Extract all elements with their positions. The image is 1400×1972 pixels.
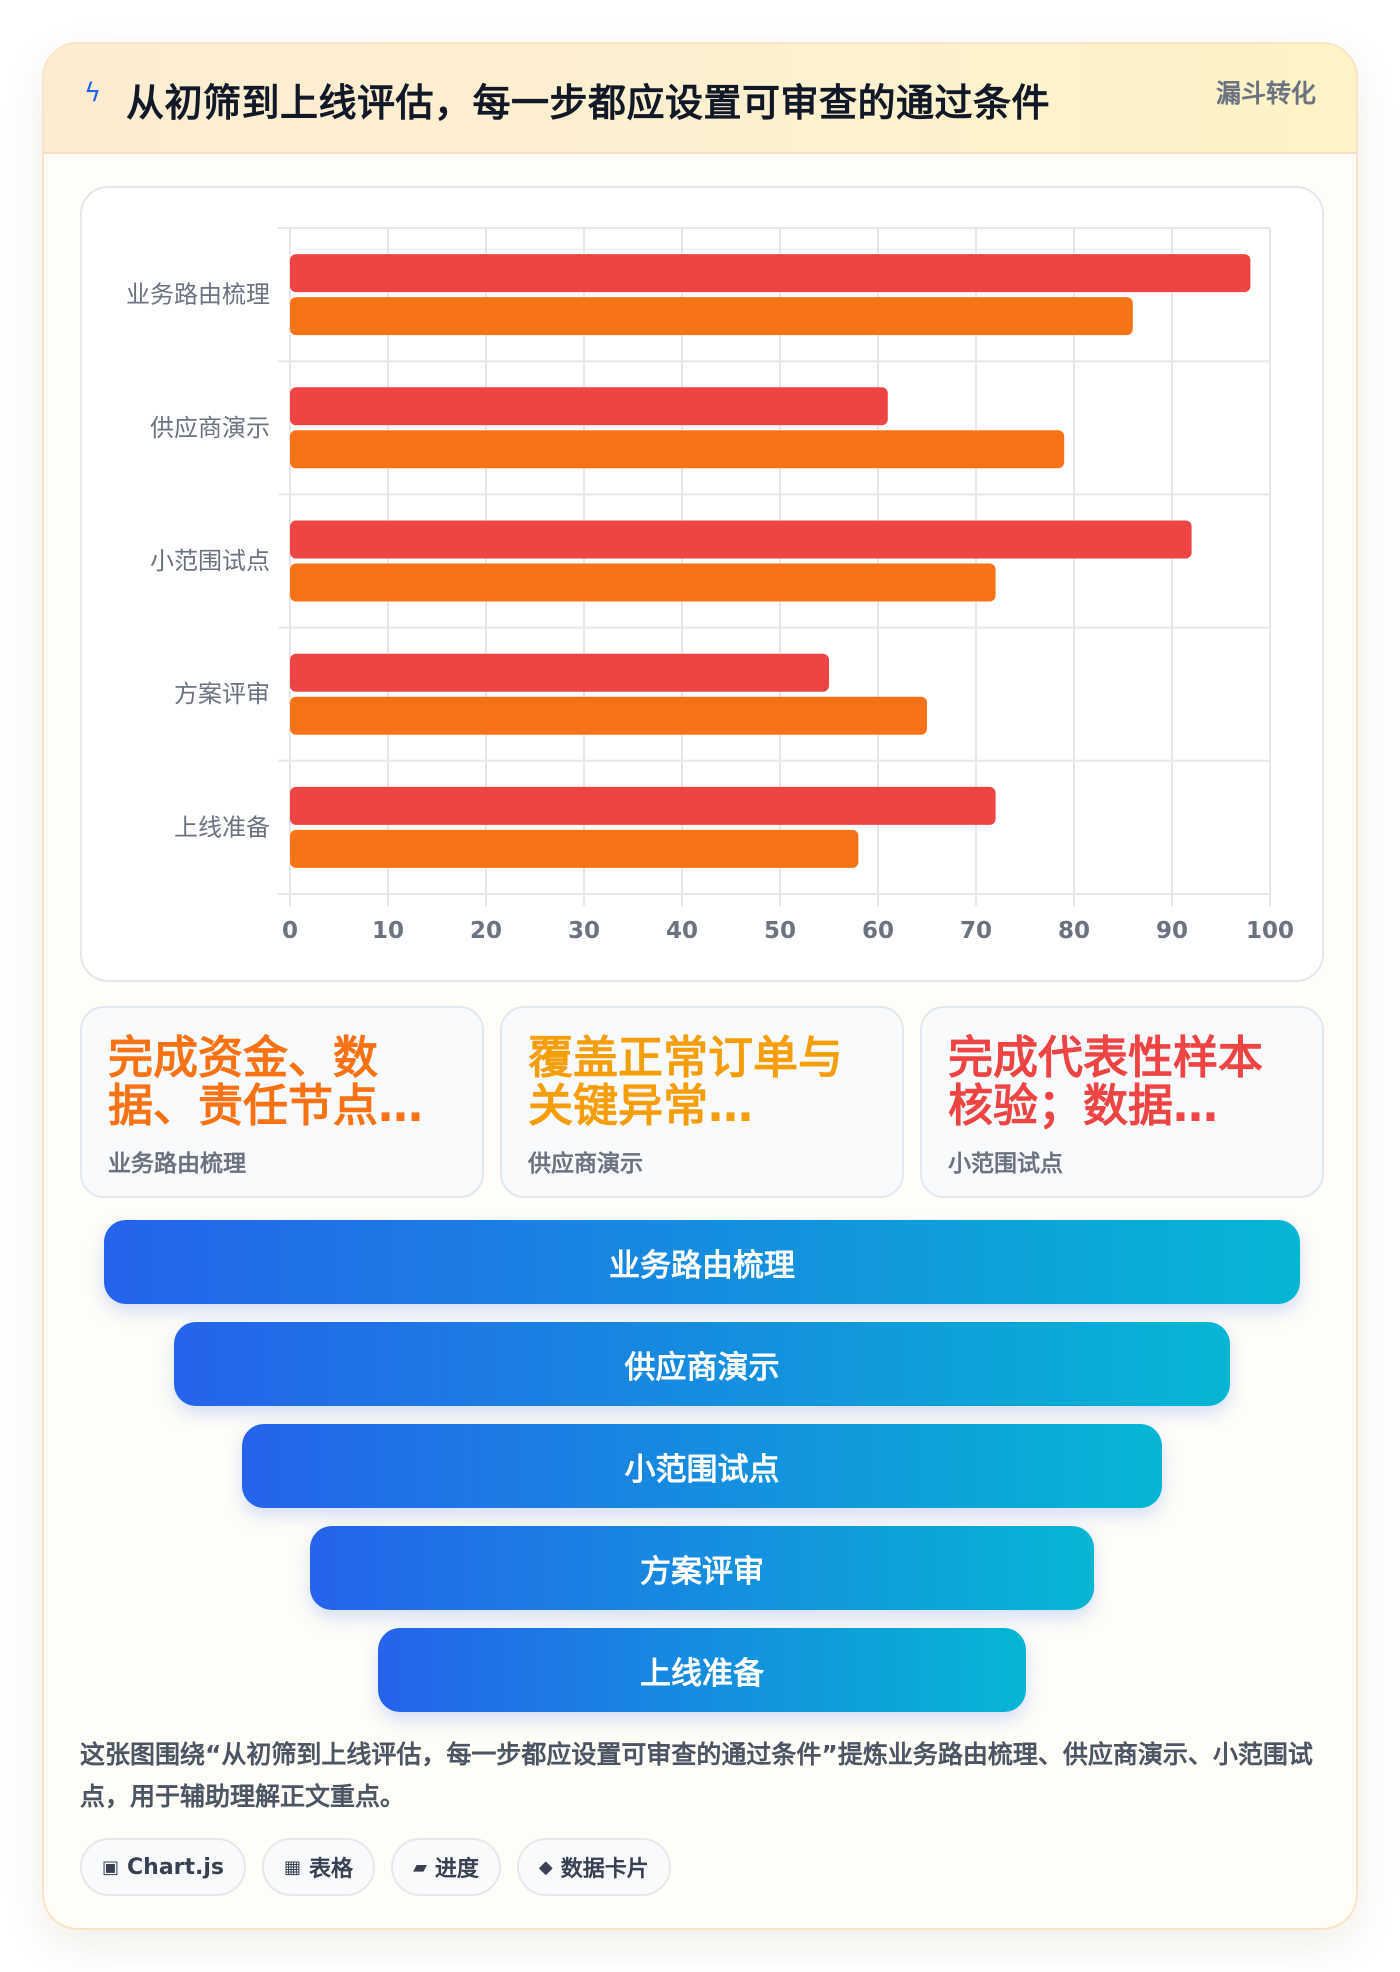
x-tick-label: 50 (764, 918, 796, 944)
funnel-stage-3: 小范围试点 (242, 1424, 1162, 1508)
x-tick-label: 0 (282, 918, 298, 944)
x-tick-label: 90 (1156, 918, 1188, 944)
funnel-stage-label: 小范围试点 (624, 1451, 780, 1488)
bar-chart-panel: 业务路由梳理供应商演示小范围试点方案评审上线准备 0 10 20 30 40 50 60 70 8… (80, 186, 1324, 982)
progress-icon: ▰ (413, 1856, 427, 1878)
x-tick-label: 80 (1058, 918, 1090, 944)
chip-label: 进度 (434, 1857, 479, 1882)
category-label: 业务路由梳理 (126, 281, 270, 309)
kpi-label: 业务路由梳理 (108, 1151, 246, 1177)
funnel-stage-label: 上线准备 (640, 1655, 764, 1692)
bar-series-1[interactable] (290, 786, 996, 825)
chip-label: Chart.js (127, 1854, 225, 1880)
category-label: 小范围试点 (150, 547, 270, 575)
table-icon: ▦ (284, 1856, 302, 1878)
kpi-card-2: 覆盖正常订单与关键异常… 供应商演示 (500, 1006, 904, 1198)
funnel-stage-2: 供应商演示 (174, 1322, 1230, 1406)
kpi-label: 小范围试点 (948, 1151, 1063, 1177)
bar-series-2[interactable] (290, 563, 996, 602)
chip-label: 表格 (309, 1857, 354, 1882)
bar-series-1[interactable] (290, 254, 1251, 293)
kpi-value: 完成资金、数据、责任节点… (108, 1034, 424, 1130)
category-label: 方案评审 (174, 680, 270, 708)
funnel-stage-label: 业务路由梳理 (609, 1247, 795, 1284)
category-label: 上线准备 (174, 813, 270, 841)
lightning-icon: ϟ (84, 78, 102, 108)
bar-series-2[interactable] (290, 829, 859, 868)
chip-progress[interactable]: ▰ 进度 (391, 1838, 501, 1896)
x-tick-label: 20 (470, 918, 502, 944)
chip-label: 数据卡片 (560, 1857, 649, 1882)
x-tick-label: 70 (960, 918, 992, 944)
funnel-stage-label: 供应商演示 (624, 1349, 780, 1386)
x-tick-label: 60 (862, 918, 894, 944)
category-tag: 漏斗转化 (1215, 79, 1316, 108)
chart-icon: ▣ (102, 1856, 120, 1878)
bar-series-1[interactable] (290, 387, 888, 426)
chip-data-card[interactable]: ◆ 数据卡片 (516, 1838, 671, 1896)
x-tick-label: 40 (666, 918, 698, 944)
card: ϟ 从初筛到上线评估，每一步都应设置可审查的通过条件 漏斗转化 业务路由梳理 供应… (42, 42, 1358, 1930)
header: ϟ 从初筛到上线评估，每一步都应设置可审查的通过条件 漏斗转化 (44, 44, 1356, 154)
description: 这张图围绕“从初筛到上线评估，每一步都应设置可审查的通过条件”提炼业务路由梳理、… (80, 1740, 1313, 1811)
bar-series-2[interactable] (290, 696, 927, 735)
x-tick-label: 30 (568, 918, 600, 944)
bar-series-1[interactable] (290, 520, 1192, 559)
x-tick-label: 100 (1246, 918, 1294, 944)
bar-series-2[interactable] (290, 297, 1133, 336)
funnel-stage-label: 方案评审 (640, 1553, 764, 1590)
x-tick-label: 10 (372, 918, 404, 944)
chip-chartjs[interactable]: ▣ Chart.js (80, 1838, 247, 1896)
funnel-stage-1: 业务路由梳理 (104, 1220, 1300, 1304)
kpi-card-1: 完成资金、数据、责任节点… 业务路由梳理 (80, 1006, 484, 1198)
funnel-stage-5: 上线准备 (378, 1628, 1026, 1712)
chip-table[interactable]: ▦ 表格 (262, 1838, 376, 1896)
funnel-stage-4: 方案评审 (310, 1526, 1094, 1610)
kpi-value: 完成代表性样本核验；数据… (948, 1034, 1264, 1130)
kpi-label: 供应商演示 (528, 1151, 643, 1177)
category-label: 供应商演示 (150, 414, 270, 442)
page-title: 从初筛到上线评估，每一步都应设置可审查的通过条件 (126, 81, 1051, 125)
kpi-card-3: 完成代表性样本核验；数据… 小范围试点 (920, 1006, 1324, 1198)
tag-chips: ▣ Chart.js ▦ 表格 ▰ 进度 ◆ 数据卡片 (80, 1838, 671, 1896)
bar-series-1[interactable] (290, 653, 829, 692)
kpi-value: 覆盖正常订单与关键异常… (528, 1034, 844, 1130)
bar-series-2[interactable] (290, 430, 1065, 469)
diamond-icon: ◆ (538, 1856, 553, 1878)
